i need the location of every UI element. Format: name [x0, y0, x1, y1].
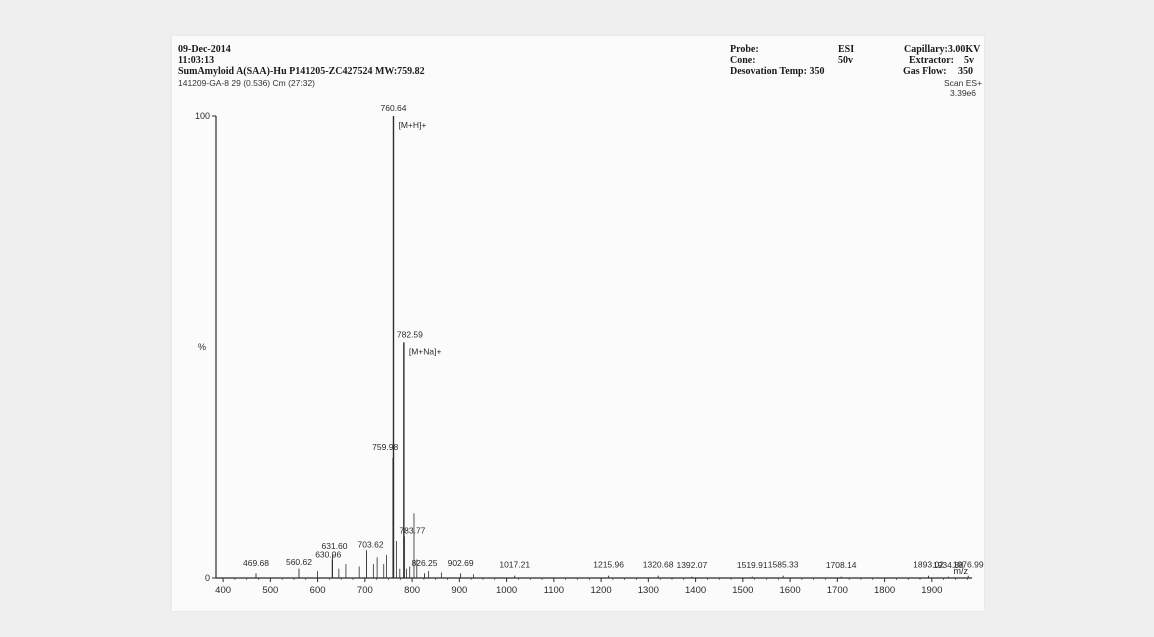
x-tick-label: 1600	[780, 585, 801, 596]
y-axis-label: %	[198, 342, 206, 352]
peak-label: 826.25	[411, 558, 437, 568]
y-tick-label: 0	[205, 573, 210, 583]
x-tick-label: 600	[310, 585, 326, 596]
x-tick-label: 1000	[496, 585, 517, 596]
extractor-value: 5v	[964, 55, 974, 66]
x-tick-label: 1100	[544, 585, 564, 596]
probe-value: ESI	[838, 44, 855, 55]
acquisition-time: 11:03:13	[178, 55, 215, 66]
scan-mode: Scan ES+	[944, 78, 983, 88]
peak-label: 631.60	[322, 541, 348, 551]
peak-label: 902.69	[448, 558, 474, 568]
gas-flow-value: 350	[958, 66, 973, 77]
peak-label: 1976.99	[953, 560, 984, 570]
acquisition-date: 09-Dec-2014	[178, 44, 231, 55]
mass-spectrum-chart: 0 100% 400 500 600 700 800 900 1000 1100 1200 1300 1…	[195, 103, 984, 596]
x-tick-label: 900	[451, 585, 467, 596]
peak-annotation: [M+H]+	[398, 120, 426, 130]
x-tick-label: 400	[215, 585, 231, 596]
peak-label: 1320.68	[643, 560, 674, 570]
peak-label: 1392.07	[676, 560, 707, 570]
x-tick-label: 1700	[827, 585, 848, 596]
x-tick-label: 1300	[638, 585, 659, 596]
peak-label: 560.62	[286, 557, 312, 567]
peak-label: 630.96	[315, 550, 341, 560]
peak-label: 783.77	[399, 525, 425, 535]
x-tick-label: 700	[357, 585, 373, 596]
probe-label: Probe:	[730, 44, 759, 55]
x-tick-label: 500	[262, 585, 278, 596]
x-axis-label: m/z	[954, 566, 969, 576]
x-tick-label: 1500	[732, 585, 753, 596]
peak-label: 1893.02	[913, 560, 944, 570]
peak-label: 759.98	[372, 442, 398, 452]
capillary-voltage: Capillary:3.00KV	[904, 44, 981, 55]
peak-label: 782.59	[397, 329, 423, 339]
cone-label: Cone:	[730, 55, 756, 66]
x-tick-label: 1900	[921, 585, 942, 596]
desolvation-temp: Desovation Temp: 350	[730, 66, 825, 77]
sample-description: SumAmyloid A(SAA)-Hu P141205-ZC427524 MW…	[178, 66, 425, 77]
peak-label: 1519.91	[737, 560, 768, 570]
peak-label: 1585.33	[768, 560, 799, 570]
intensity-scale: 3.39e6	[950, 88, 976, 98]
gas-flow-label: Gas Flow:	[903, 66, 947, 77]
y-tick-label: 100	[195, 111, 210, 121]
x-tick-label: 800	[404, 585, 420, 596]
scan-info: 141209-GA-8 29 (0.536) Cm (27:32)	[178, 78, 316, 88]
cone-value: 50v	[838, 55, 853, 66]
spectrum-page: 09-Dec-2014 11:03:13 SumAmyloid A(SAA)-H…	[172, 36, 984, 611]
peak-label: 469.68	[243, 558, 269, 568]
x-tick-label: 1800	[874, 585, 895, 596]
x-tick-label: 1400	[685, 585, 706, 596]
peak-label: 703.62	[358, 539, 384, 549]
peak-annotation: [M+Na]+	[409, 346, 442, 356]
extractor-label: Extractor:	[909, 55, 954, 66]
peak-label: 1934.88	[933, 560, 964, 570]
peak-label: 1017.21	[499, 560, 530, 570]
x-tick-label: 1200	[591, 585, 612, 596]
peak-label: 760.64	[380, 103, 406, 113]
peak-label: 1215.96	[593, 560, 624, 570]
peak-label: 1708.14	[826, 560, 857, 570]
